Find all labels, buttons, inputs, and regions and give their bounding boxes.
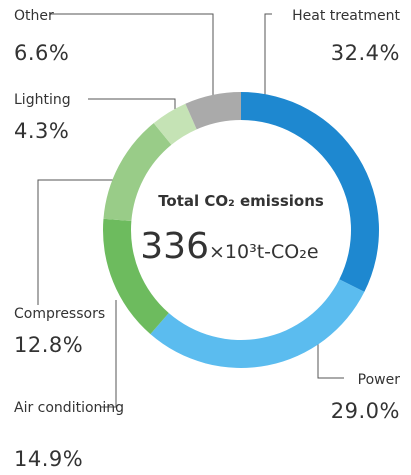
donut-segment: [103, 123, 172, 222]
center-unit: ×10³t-CO₂e: [209, 241, 319, 263]
category-label: Power: [358, 372, 401, 388]
donut-segment: [102, 218, 169, 335]
category-label: Compressors: [14, 306, 105, 322]
value-label: 14.9%: [14, 447, 83, 471]
center-value: 336: [140, 226, 209, 267]
value-label: 32.4%: [331, 41, 400, 65]
leader-lines: [37, 13, 344, 408]
value-label: 4.3%: [14, 119, 69, 143]
leader-line: [37, 179, 122, 305]
center-title: Total CO₂ emissions: [158, 192, 324, 210]
value-label: 29.0%: [331, 399, 400, 423]
donut-segment: [185, 92, 241, 130]
leader-line: [50, 13, 214, 100]
category-label: Lighting: [14, 92, 71, 108]
category-label: Other: [14, 8, 54, 24]
value-label: 6.6%: [14, 41, 69, 65]
donut-segment: [241, 92, 380, 292]
leader-line: [100, 300, 117, 408]
leader-line: [264, 13, 272, 100]
donut-segment: [150, 279, 365, 368]
category-label: Air conditioning: [14, 400, 124, 416]
value-label: 12.8%: [14, 333, 83, 357]
category-label: Heat treatment: [292, 8, 400, 24]
donut-segment: [153, 103, 197, 145]
